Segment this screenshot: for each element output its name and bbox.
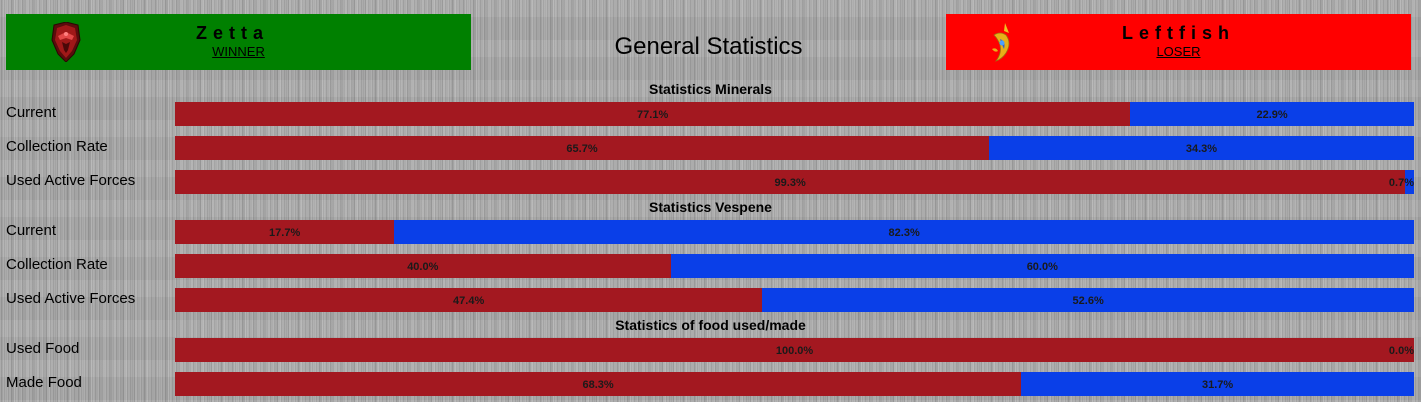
winner-share-segment: 65.7%	[175, 136, 990, 160]
section-title: Statistics Minerals	[649, 81, 772, 97]
stat-bar: 17.7% 82.3%	[175, 220, 1414, 244]
loser-share-value: 34.3%	[1185, 143, 1218, 155]
stat-bar: 77.1% 22.9%	[175, 102, 1414, 126]
stat-bar: 65.7% 34.3%	[175, 136, 1414, 160]
stat-label: Used Active Forces	[6, 172, 136, 189]
stat-label: Made Food	[6, 374, 82, 391]
loser-share-segment: 82.3%	[394, 220, 1414, 244]
loser-share-segment: 22.9%	[1130, 102, 1414, 126]
winner-player-name: Zetta	[195, 23, 269, 43]
winner-share-value: 99.3%	[774, 177, 806, 189]
stat-label: Used Active Forces	[6, 290, 136, 307]
loser-share-segment: 52.6%	[762, 288, 1414, 312]
terran-emblem-icon	[51, 22, 81, 62]
section-title: Statistics of food used/made	[615, 317, 806, 333]
winner-share-segment: 77.1%	[175, 102, 1131, 126]
loser-share-value: 22.9%	[1256, 109, 1288, 121]
loser-share-value: 52.6%	[1072, 295, 1104, 307]
stat-bar: 0.0% 100.0%	[175, 338, 1414, 362]
loser-share-value: 0.0%	[1388, 345, 1414, 357]
loser-player-name: Leftfish	[1122, 23, 1235, 43]
loser-share-segment: 60.0%	[670, 254, 1414, 278]
winner-share-value: 40.0%	[407, 261, 439, 273]
loser-share-segment	[1405, 170, 1414, 194]
loser-player-card: Leftfish LOSER	[946, 14, 1411, 70]
loser-result-link[interactable]: LOSER	[1156, 44, 1201, 59]
winner-share-value: 77.1%	[637, 109, 669, 121]
winner-share-value: 47.4%	[453, 295, 485, 307]
stat-label: Collection Rate	[6, 256, 108, 273]
winner-share-segment: 40.0%	[175, 254, 671, 278]
section-title: Statistics Vespene	[649, 199, 772, 215]
winner-share-segment: 47.4%	[175, 288, 763, 312]
stat-label: Current	[6, 104, 57, 121]
stat-label: Used Food	[6, 340, 80, 357]
loser-share-value: 82.3%	[888, 227, 920, 239]
loser-share-value: 60.0%	[1026, 261, 1058, 273]
stat-bar: 40.0% 60.0%	[175, 254, 1414, 278]
winner-player-card: Zetta WINNER	[6, 14, 471, 70]
winner-share-value: 68.3%	[582, 379, 614, 391]
stat-bar: 68.3% 31.7%	[175, 372, 1414, 396]
loser-share-segment: 31.7%	[1021, 372, 1414, 396]
winner-share-segment: 68.3%	[175, 372, 1022, 396]
loser-share-value: 0.7%	[1388, 177, 1414, 189]
winner-share-segment: 99.3%	[175, 170, 1406, 194]
loser-share-segment: 34.3%	[989, 136, 1414, 160]
winner-share-value: 65.7%	[566, 143, 598, 155]
winner-share-value: 100.0%	[775, 345, 814, 357]
winner-share-value: 17.7%	[269, 227, 301, 239]
winner-result-link[interactable]: WINNER	[212, 44, 265, 59]
protoss-emblem-icon	[992, 23, 1010, 62]
winner-share-segment: 17.7%	[175, 220, 395, 244]
stat-bar: 47.4% 52.6%	[175, 288, 1414, 312]
stat-bar: 0.7% 99.3%	[175, 170, 1414, 194]
page-title: General Statistics	[614, 33, 803, 60]
stat-label: Current	[6, 222, 57, 239]
stat-label: Collection Rate	[6, 138, 108, 155]
winner-share-segment: 100.0%	[175, 338, 1414, 362]
loser-share-value: 31.7%	[1202, 379, 1234, 391]
